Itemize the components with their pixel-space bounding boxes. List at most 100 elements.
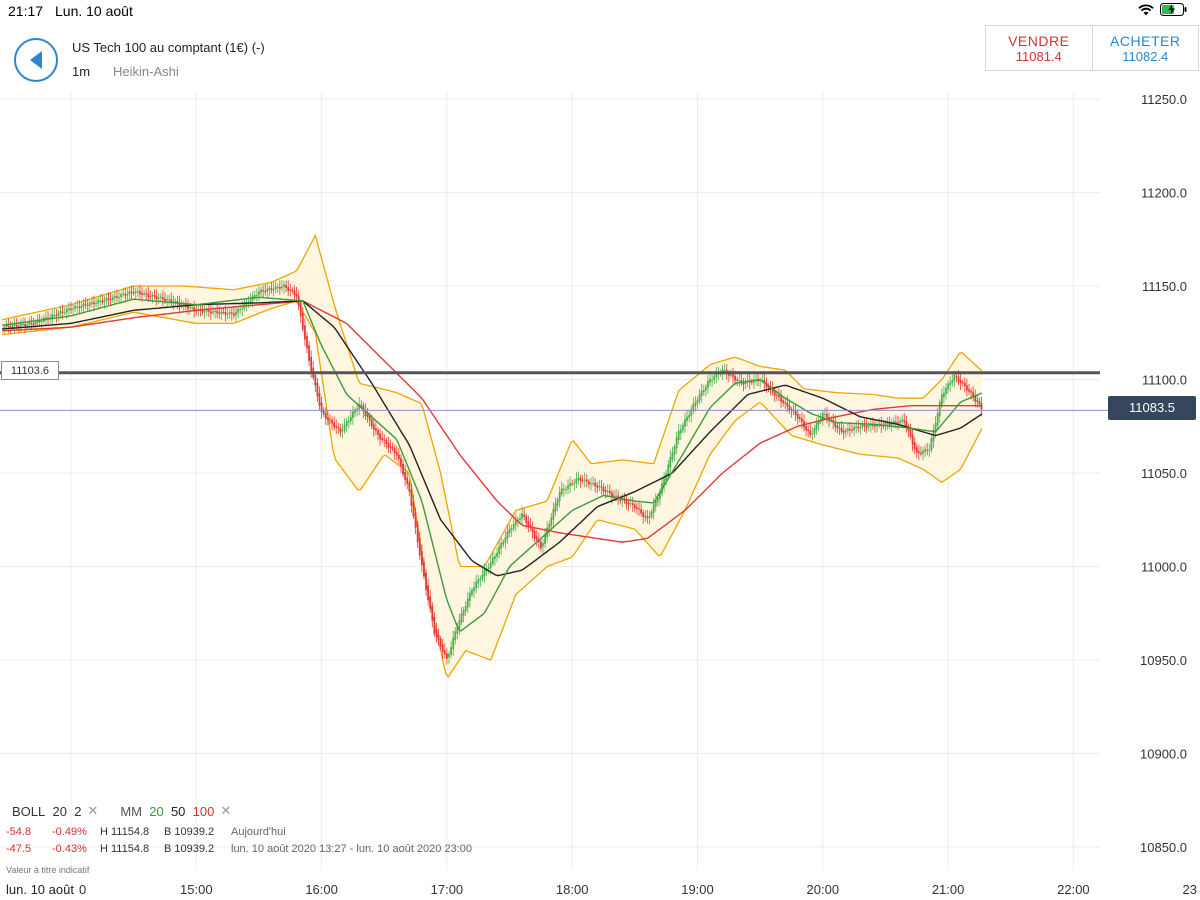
candle-body <box>161 297 164 300</box>
candle-body <box>857 426 860 429</box>
candle-body <box>364 409 367 416</box>
timeframe-selector[interactable]: 1m <box>72 64 91 79</box>
candle-body <box>224 312 227 315</box>
candle-body <box>145 293 148 295</box>
candle-body <box>590 483 592 485</box>
candle-body <box>333 422 336 428</box>
level-line-label[interactable]: 11103.6 <box>1 361 59 380</box>
high-value: H 11154.8 <box>100 843 150 855</box>
candle-body <box>798 417 801 420</box>
candle-body <box>659 492 661 499</box>
candle-body <box>30 322 33 324</box>
candle-body <box>464 606 467 612</box>
candle-body <box>838 427 841 429</box>
candle-body <box>189 307 191 309</box>
candle-body <box>556 499 559 506</box>
candle-body <box>842 430 845 433</box>
chart-type-selector[interactable]: Heikin-Ashi <box>113 64 179 79</box>
candle-body <box>274 286 277 290</box>
candle-body <box>237 308 239 313</box>
candle-body <box>629 503 632 505</box>
low-value: B 10939.2 <box>164 843 215 855</box>
candle-body <box>88 302 91 306</box>
candle-body <box>684 419 686 427</box>
candle-body <box>15 324 18 327</box>
candle-body <box>667 464 670 476</box>
low-value: B 10939.2 <box>164 826 215 838</box>
candle-body <box>316 382 319 397</box>
candle-body <box>529 524 532 528</box>
candle-body <box>600 486 603 488</box>
candle-body <box>496 552 498 557</box>
candle-body <box>575 478 578 484</box>
candle-body <box>483 569 486 576</box>
candle-body <box>640 509 643 514</box>
wifi-icon <box>1138 3 1154 15</box>
candle-body <box>619 498 622 501</box>
candle-body <box>531 526 534 533</box>
candle-body <box>159 296 162 298</box>
candle-body <box>395 451 398 456</box>
candle-body <box>352 411 354 419</box>
candle-body <box>278 286 281 289</box>
candle-body <box>585 479 588 482</box>
change-value: -47.5 <box>6 843 32 855</box>
back-button[interactable] <box>14 38 58 82</box>
remove-boll-icon[interactable]: ✕ <box>87 803 99 818</box>
bollinger-band <box>1 233 983 678</box>
candle-body <box>272 289 275 291</box>
candle-body <box>322 409 325 415</box>
candle-body <box>965 385 968 391</box>
x-tick-label: 16:00 <box>305 882 338 897</box>
candle-body <box>306 335 308 349</box>
candle-body <box>17 326 20 328</box>
y-tick-label: 10900.0 <box>1140 747 1187 762</box>
candle-body <box>59 311 62 314</box>
candle-body <box>295 293 298 297</box>
candle-body <box>28 322 31 325</box>
candle-body <box>437 634 440 640</box>
candle-body <box>627 502 630 505</box>
candle-body <box>276 286 279 288</box>
candle-body <box>539 541 542 549</box>
candle-body <box>978 401 981 405</box>
candle-body <box>782 400 785 404</box>
candle-body <box>72 308 74 310</box>
candle-body <box>239 309 242 311</box>
candle-body <box>554 503 557 512</box>
candle-body <box>498 546 501 554</box>
candle-body <box>494 556 496 560</box>
candle-body <box>139 291 141 295</box>
candle-body <box>621 499 624 501</box>
candle-body <box>542 543 544 547</box>
candle-body <box>519 518 521 521</box>
candle-body <box>354 409 356 414</box>
candle-body <box>903 420 906 422</box>
remove-mm-icon[interactable]: ✕ <box>220 803 232 818</box>
buy-button[interactable]: ACHETER 11082.4 <box>1091 26 1199 70</box>
candle-body <box>573 482 576 484</box>
candle-body <box>715 373 718 378</box>
candle-body <box>168 299 171 301</box>
boll-label: BOLL <box>12 803 46 819</box>
x-tick-label: 0 <box>79 882 86 897</box>
sell-button[interactable]: VENDRE 11081.4 <box>986 26 1092 70</box>
candle-body <box>262 290 265 292</box>
candle-body <box>623 499 626 501</box>
candle-body <box>669 456 672 468</box>
candle-body <box>136 291 139 293</box>
candle-body <box>174 300 177 303</box>
candle-body <box>326 417 329 421</box>
y-tick-label: 11150.0 <box>1142 279 1187 294</box>
candle-body <box>834 422 837 428</box>
candle-body <box>913 442 916 450</box>
candle-body <box>648 516 651 518</box>
status-icons <box>1138 3 1188 16</box>
candle-body <box>734 376 736 381</box>
candle-body <box>617 495 620 499</box>
candle-body <box>166 298 168 301</box>
candle-body <box>778 394 780 398</box>
high-value: H 11154.8 <box>100 826 150 838</box>
mm50-line <box>2 300 983 577</box>
